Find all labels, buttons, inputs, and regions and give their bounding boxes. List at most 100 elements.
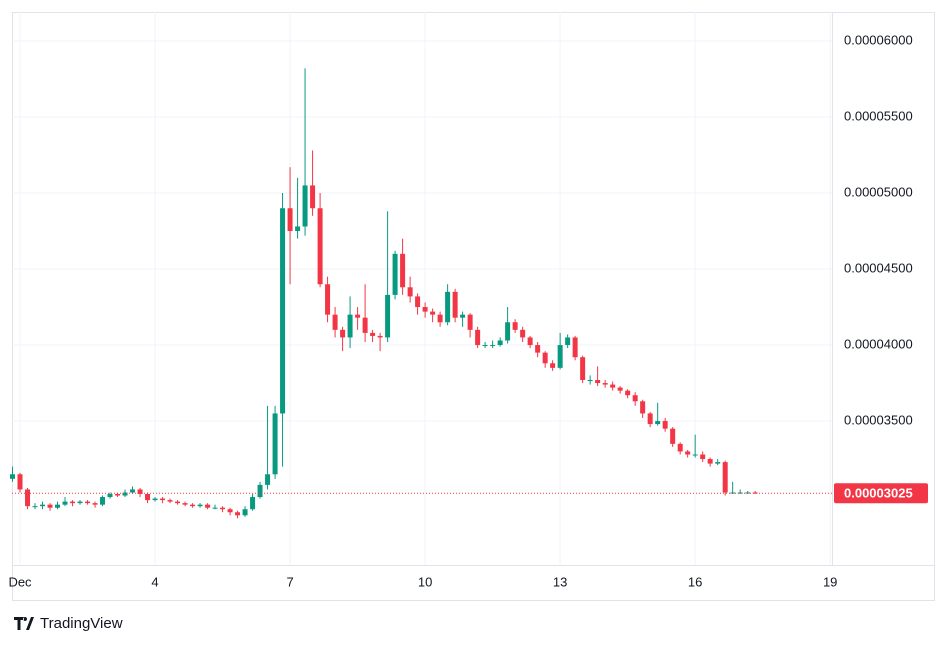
candle-body [340, 329, 346, 338]
candle-body [377, 335, 383, 338]
candle-body [557, 345, 563, 368]
candle-body [565, 337, 571, 346]
candle [692, 434, 698, 458]
candle [40, 501, 46, 510]
candle [400, 238, 406, 295]
candle-body [205, 504, 211, 508]
candle-body [197, 504, 203, 507]
candle [295, 177, 301, 239]
candle-body [370, 332, 376, 336]
candle [377, 332, 383, 352]
x-tick-label: 19 [823, 574, 837, 589]
candle-body [460, 314, 466, 318]
candle [302, 68, 308, 236]
candle [160, 497, 166, 504]
candle-body [482, 345, 488, 347]
candle-body [257, 484, 263, 498]
candle [250, 494, 256, 511]
candle-body [610, 384, 616, 388]
candle [212, 504, 218, 510]
candle-body [467, 314, 473, 330]
candle [182, 501, 188, 507]
candle [700, 451, 706, 463]
candle [640, 399, 646, 419]
candle [512, 319, 518, 333]
candle-body [437, 314, 443, 323]
candle [490, 340, 496, 349]
candle-body [220, 507, 226, 510]
candle [662, 418, 668, 432]
candle [422, 302, 428, 318]
last-price-badge [834, 483, 928, 504]
candle [227, 507, 233, 516]
candle-body [152, 498, 158, 501]
candle [655, 402, 661, 426]
candle [617, 386, 623, 394]
candle [137, 487, 143, 498]
candle-body [430, 311, 436, 315]
candle [152, 497, 158, 502]
candle-body [685, 451, 691, 455]
candle [130, 486, 136, 495]
candle [437, 311, 443, 327]
candle [197, 503, 203, 508]
candle-body [707, 459, 713, 464]
candle-body [407, 287, 413, 297]
candle [670, 427, 676, 447]
candle [385, 211, 391, 343]
candle [77, 500, 83, 505]
candle-body [415, 296, 421, 308]
candle-body [445, 291, 451, 323]
candle-body [362, 317, 368, 333]
candle [100, 495, 106, 507]
candle-body [295, 226, 301, 232]
candle-body [137, 489, 143, 495]
candle [235, 510, 241, 519]
candle-body [550, 363, 556, 368]
candle [550, 360, 556, 371]
candle [542, 351, 548, 368]
candle-body [580, 357, 586, 381]
candle [47, 503, 53, 511]
candle-body [677, 443, 683, 452]
candle-body [160, 498, 166, 501]
candle [497, 337, 503, 347]
candle [145, 492, 151, 504]
candle-body [752, 492, 758, 494]
candle-body [92, 503, 98, 505]
candle-body [400, 253, 406, 288]
candle-body [317, 208, 323, 285]
candle [347, 296, 353, 349]
logo-text: TradingView [40, 615, 123, 632]
candle [32, 503, 38, 510]
candle-body [265, 474, 271, 485]
candle [602, 380, 608, 388]
candle [565, 334, 571, 349]
candle-body [25, 489, 31, 507]
candle-body [355, 314, 361, 318]
x-tick-label: 4 [151, 574, 158, 589]
candle-body [212, 507, 218, 509]
candle [535, 342, 541, 358]
candle-body [325, 284, 331, 315]
candle [407, 276, 413, 303]
candle-body [47, 504, 53, 508]
candle-body [17, 474, 23, 490]
candle-body [77, 501, 83, 504]
candle-body [280, 208, 286, 414]
candle-body [497, 340, 503, 346]
candle-body [287, 208, 293, 232]
candle-body [392, 253, 398, 295]
candle [85, 500, 91, 505]
candle [205, 503, 211, 510]
candle-body [542, 352, 548, 364]
frame [12, 12, 935, 601]
candle [677, 442, 683, 455]
candle-body [55, 504, 61, 508]
candle-body [715, 462, 721, 464]
candle-body [662, 421, 668, 429]
candle [310, 150, 316, 216]
candle-body [475, 329, 481, 346]
candle-body [452, 291, 458, 318]
